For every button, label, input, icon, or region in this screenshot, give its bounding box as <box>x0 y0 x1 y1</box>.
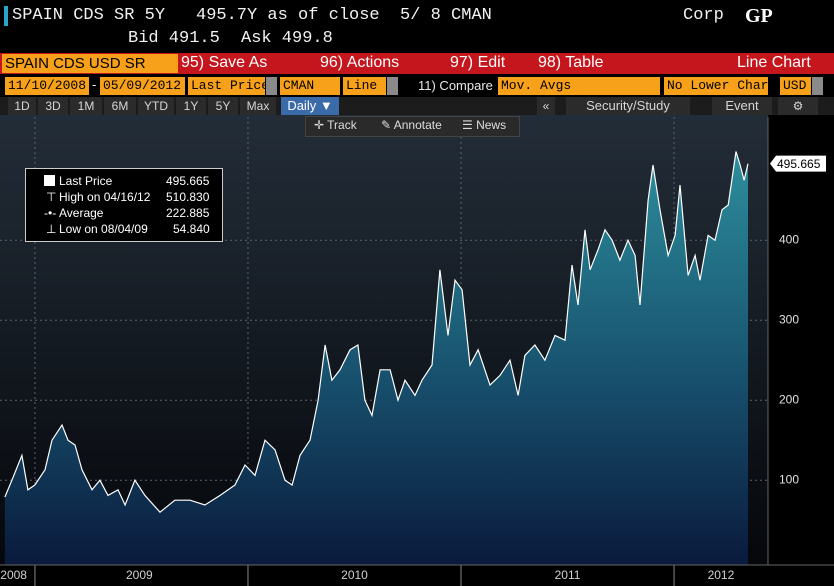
dropdown[interactable] <box>266 77 277 95</box>
compare[interactable]: 11) Compare <box>418 78 493 93</box>
period-button[interactable]: 1M <box>70 97 102 115</box>
market: Corp <box>683 6 724 25</box>
period-button[interactable]: Max <box>240 97 276 115</box>
period-button[interactable]: 1Y <box>176 97 206 115</box>
edit-button[interactable]: 97) Edit <box>450 54 506 71</box>
area <box>4 151 748 565</box>
cursor <box>4 6 8 26</box>
x-tick-label: 2010 <box>341 568 368 582</box>
studies[interactable]: Mov. Avgs <box>498 77 660 95</box>
period-button[interactable]: 1D <box>8 97 36 115</box>
legend-high: 510.830 <box>166 190 210 204</box>
style[interactable]: Line <box>343 77 386 95</box>
toolbar <box>0 53 834 74</box>
news-label: News <box>476 118 507 132</box>
y-tick-label: 300 <box>779 312 799 326</box>
x-tick-label: 2009 <box>126 568 153 582</box>
legend-average: 222.885 <box>166 206 210 220</box>
x-tick-label: 2012 <box>708 568 735 582</box>
y-tick-label: 400 <box>779 232 799 246</box>
period-button[interactable]: 5Y <box>208 97 238 115</box>
legend-name: Last Price <box>59 174 113 188</box>
quote: 495.7Y as of close 5/ 8 CMAN <box>196 6 492 25</box>
security-study[interactable]: Security/Study <box>566 97 690 115</box>
dropdown[interactable] <box>387 77 398 95</box>
line <box>4 151 749 514</box>
settings-gear[interactable]: ⚙ <box>778 97 818 115</box>
field[interactable]: Last Price <box>188 77 269 95</box>
currency[interactable]: USD <box>780 77 811 95</box>
track-label: Track <box>327 118 357 132</box>
chart-tools <box>305 116 520 137</box>
track-tool[interactable]: ✛ Track <box>314 118 357 132</box>
legend-box: Last Price 495.665 ⊤ High on 04/16/12 51… <box>25 168 223 242</box>
legend-average-label: Average <box>59 206 104 220</box>
ticker[interactable]: SPAIN CDS USD SR <box>2 54 178 73</box>
period-button[interactable]: YTD <box>138 97 174 115</box>
annotate-label: Annotate <box>393 118 442 132</box>
chart-type[interactable]: Line Chart <box>737 54 811 71</box>
end-date[interactable]: 05/09/2012 <box>100 77 185 95</box>
legend-swatch <box>44 175 55 186</box>
start-date[interactable]: 11/10/2008 <box>5 77 89 95</box>
annotate-tool[interactable]: ✎ Annotate <box>381 118 442 132</box>
collapse[interactable]: « <box>537 97 555 115</box>
legend-icon: ⊤ <box>46 190 57 204</box>
bid: Bid 491.5 <box>128 29 220 48</box>
function: GP <box>745 5 773 27</box>
lower-chart[interactable]: No Lower Chart <box>664 77 776 95</box>
period-button[interactable]: 6M <box>104 97 136 115</box>
table-button[interactable]: 98) Table <box>538 54 604 71</box>
legend-low-label: Low on 08/04/09 <box>59 222 148 236</box>
source[interactable]: CMAN <box>280 77 340 95</box>
x-tick-label: 2008 <box>0 568 27 582</box>
legend-high-label: High on 04/16/12 <box>59 190 151 204</box>
date-dash: - <box>92 77 97 92</box>
news-tool[interactable]: ☰ News <box>462 118 507 132</box>
actions-button[interactable]: 96) Actions <box>320 54 400 71</box>
event[interactable]: Event <box>712 97 772 115</box>
x-tick-label: 2011 <box>555 568 581 582</box>
dropdown[interactable] <box>812 77 823 95</box>
legend-icon: ⊥ <box>46 222 57 236</box>
legend-low: 54.840 <box>173 222 210 236</box>
y-tick-label: 100 <box>779 472 799 486</box>
ask: Ask 499.8 <box>241 29 333 48</box>
legend-value: 495.665 <box>166 174 210 188</box>
last-value-label: 495.665 <box>777 157 821 171</box>
save-as-button[interactable]: 95) Save As <box>181 54 268 71</box>
period-button[interactable]: 3D <box>38 97 68 115</box>
frequency[interactable]: Daily ▼ <box>281 97 339 115</box>
last-value-tag <box>770 155 826 172</box>
legend-icon: -•- <box>44 206 57 220</box>
y-tick-label: 200 <box>779 392 799 406</box>
security: SPAIN CDS SR 5Y <box>12 6 166 25</box>
